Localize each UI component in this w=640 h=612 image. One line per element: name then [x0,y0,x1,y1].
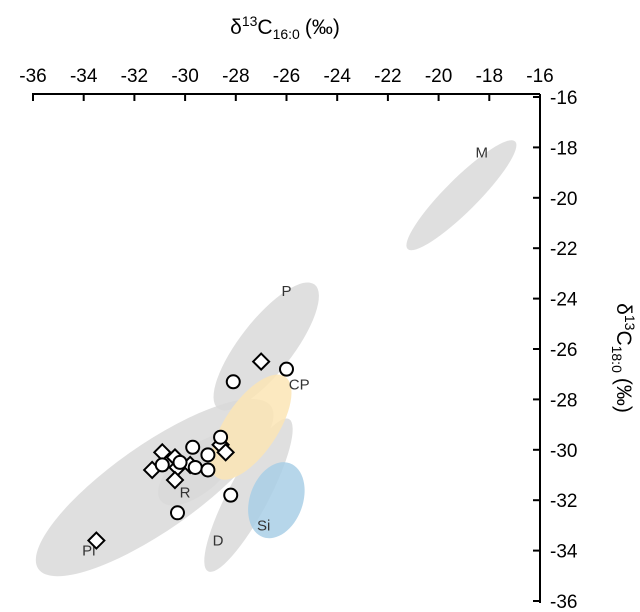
circle-marker [187,459,203,475]
region-label-pl: Pl [82,543,95,560]
circle-marker [213,429,229,445]
circle-marker [223,487,239,503]
y-tick-label: -28 [550,390,577,411]
y-tick-label: -18 [550,138,577,159]
y-tick-label: -16 [550,88,577,109]
diamond-marker [86,531,106,550]
y-axis-title-unit: (‰) [612,378,635,413]
x-tick-label: -22 [374,66,401,87]
y-tick-label: -30 [550,441,577,462]
x-tick-label: -16 [526,66,553,87]
region-label-m: M [475,144,488,161]
y-tick-label: -24 [550,290,578,311]
x-tick-label: -28 [222,66,249,87]
marker-layer [86,352,294,550]
x-axis-title-prefix: δ [230,16,242,39]
circle-marker [169,505,185,521]
circle-marker [200,462,216,478]
region-label-si: Si [257,517,270,534]
x-ticks: -36 -34 -32 -30 -28 -26 -24 -22 -20 -18 -16 [19,66,554,101]
region-layer: M P Pl R D CP Si [35,140,517,577]
y-tick-label: -32 [550,491,577,512]
diamond-marker [165,470,185,490]
y-tick-label: -36 [550,592,577,612]
x-tick-label: -34 [70,66,98,87]
y-tick-label: -34 [550,542,578,563]
region-ellipse-si [248,462,305,539]
x-axis-title-sup: 13 [242,13,258,29]
x-axis-title-unit: (‰) [305,16,340,39]
x-tick-label: -32 [121,66,148,87]
x-tick-label: -30 [171,66,198,87]
y-axis-title-sub: 18:0 [609,346,625,373]
circle-marker [185,439,201,455]
y-axis-title: δ13C18:0 (‰) [609,303,638,413]
y-axis-title-sup: 13 [622,315,638,331]
x-axis-title: δ13C16:0 (‰) [230,13,340,42]
region-label-cp: CP [289,376,310,393]
y-tick-label: -26 [550,340,577,361]
region-ellipse-d [204,418,293,572]
circle-marker [200,447,216,463]
y-tick-label: -22 [550,239,577,260]
region-label-r: R [180,485,191,502]
x-tick-label: -18 [476,66,503,87]
x-tick-label: -20 [425,66,452,87]
x-axis-title-base: C [257,16,272,39]
x-tick-label: -36 [19,66,46,87]
circle-marker [154,457,170,473]
diamond-marker [216,442,236,462]
x-axis-title-sub: 16:0 [273,26,300,42]
x-tick-label: -24 [323,66,351,87]
circle-marker [279,361,294,377]
y-axis-title-prefix: δ [612,303,635,315]
diamond-marker [251,352,271,372]
y-axis-title-base: C [612,330,635,345]
region-label-p: P [281,283,291,300]
region-label-d: D [213,533,224,550]
y-tick-label: -20 [550,189,577,210]
circle-marker [172,454,188,470]
region-ellipse-m [406,140,517,251]
circle-marker [225,374,241,390]
y-ticks: -16 -18 -20 -22 -24 -26 -28 -30 -32 -34 -36 [533,88,578,612]
x-tick-label: -26 [273,66,300,87]
